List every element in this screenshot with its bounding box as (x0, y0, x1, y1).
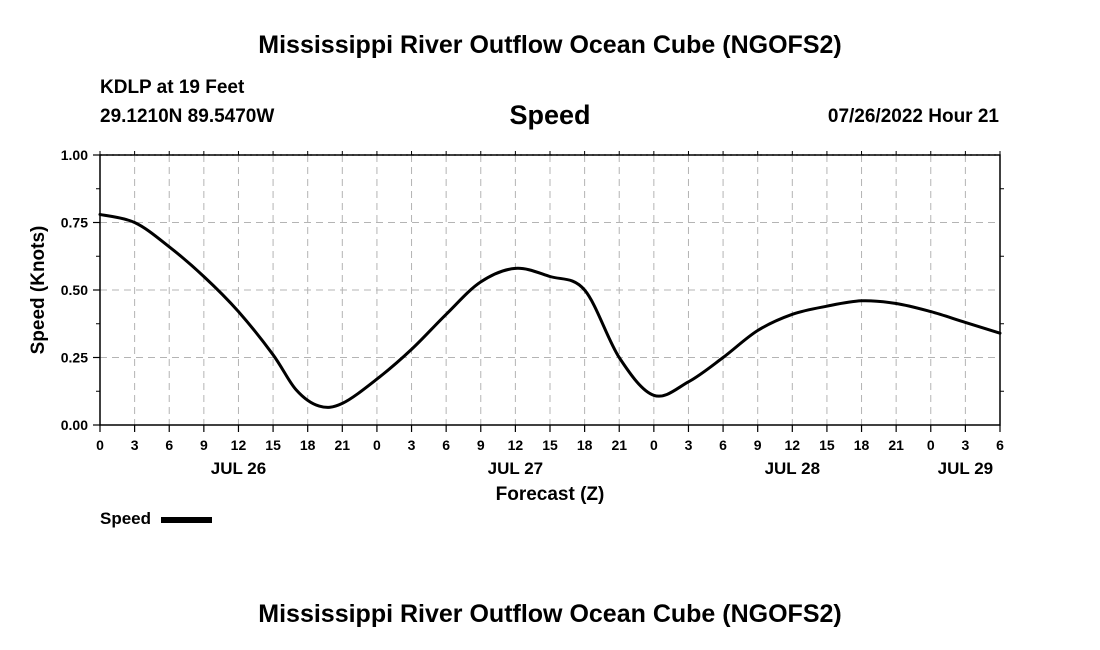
chart-title: Mississippi River Outflow Ocean Cube (NG… (258, 31, 842, 59)
forecast-datetime: 07/26/2022 Hour 21 (827, 106, 999, 127)
x-tick-label: 0 (373, 437, 381, 453)
x-tick-label: 9 (200, 437, 208, 453)
x-tick-label: 6 (165, 437, 173, 453)
y-tick-label: 0.25 (61, 350, 88, 366)
x-tick-label: 6 (442, 437, 450, 453)
axes: 0.00 0.25 0.50 0.75 1.00 0 3 6 9 12 15 18 21 0 3 6 9 12 15… (28, 147, 1004, 505)
x-tick-label: 12 (231, 437, 247, 453)
x-tick-label: 3 (408, 437, 416, 453)
x-tick-label: 3 (685, 437, 693, 453)
x-day-label: JUL 27 (488, 459, 543, 478)
series (98, 212, 1002, 409)
x-day-label: JUL 28 (765, 459, 820, 478)
speed-series-line (98, 212, 1002, 409)
legend-line-swatch (161, 517, 212, 523)
x-tick-label: 0 (927, 437, 935, 453)
x-tick-label: 18 (300, 437, 316, 453)
grid (100, 154, 1000, 425)
footer-title: Mississippi River Outflow Ocean Cube (NG… (258, 600, 842, 628)
y-axis-title: Speed (Knots) (28, 226, 49, 355)
legend-label: Speed (100, 509, 152, 528)
y-tick-label: 0.00 (61, 417, 88, 433)
x-tick-label: 15 (542, 437, 558, 453)
x-tick-label: 21 (888, 437, 904, 453)
x-tick-label: 18 (577, 437, 593, 453)
x-day-label: JUL 26 (211, 459, 266, 478)
x-tick-label: 0 (650, 437, 658, 453)
x-tick-label: 12 (785, 437, 801, 453)
y-tick-label: 0.75 (61, 215, 88, 231)
x-tick-label: 3 (961, 437, 969, 453)
x-tick-label: 9 (754, 437, 762, 453)
x-tick-label: 15 (819, 437, 835, 453)
x-tick-label: 6 (719, 437, 727, 453)
x-day-label: JUL 29 (938, 459, 993, 478)
x-tick-label: 18 (854, 437, 870, 453)
x-tick-label: 12 (508, 437, 524, 453)
station-coordinates: 29.1210N 89.5470W (100, 106, 275, 127)
x-tick-label: 6 (996, 437, 1004, 453)
x-tick-label: 15 (265, 437, 281, 453)
x-tick-label: 0 (96, 437, 104, 453)
x-tick-label: 21 (611, 437, 627, 453)
x-tick-label: 3 (131, 437, 139, 453)
station-label: KDLP at 19 Feet (100, 77, 245, 98)
x-tick-label: 21 (335, 437, 351, 453)
x-axis-title: Forecast (Z) (496, 484, 605, 505)
y-tick-label: 1.00 (61, 147, 88, 163)
x-tick-label: 9 (477, 437, 485, 453)
y-tick-label: 0.50 (61, 282, 88, 298)
variable-title: Speed (509, 100, 591, 130)
